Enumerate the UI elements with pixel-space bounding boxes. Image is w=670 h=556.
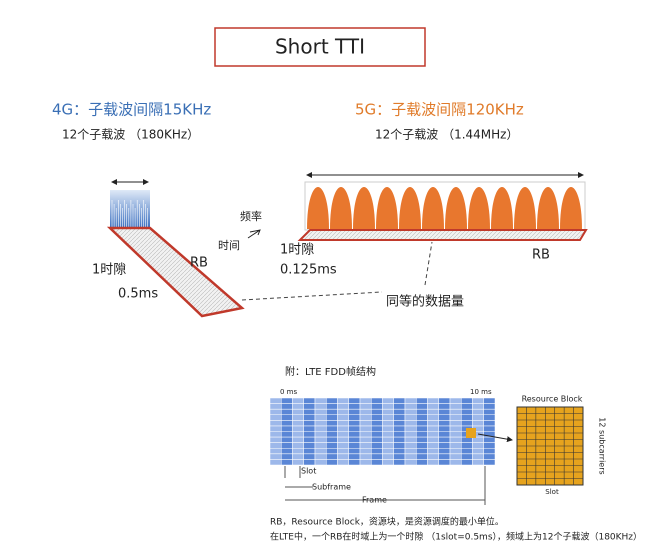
frame-start: 0 ms [280, 388, 297, 396]
frame-grid [269, 397, 496, 466]
axis-arrow [247, 229, 261, 239]
hump [537, 187, 559, 229]
hump [353, 187, 375, 229]
note-2: 在LTE中，一个RB在时域上为一个时隙 （1slot=0.5ms），频域上为12… [270, 531, 642, 543]
rb-highlight [466, 428, 476, 438]
title-box [214, 27, 426, 67]
nr-rb-label: RB [532, 248, 550, 263]
axis-frequency: 频率 [240, 209, 262, 223]
hump [422, 187, 444, 229]
axis-time: 时间 [218, 239, 240, 252]
equal-data: 同等的数据量 [386, 294, 464, 310]
note-1: RB，Resource Block，资源块，是资源调度的最小单位。 [270, 516, 504, 528]
title: Short TTI [275, 35, 365, 59]
hump [399, 187, 421, 229]
nr-rb [297, 229, 588, 241]
hump [468, 187, 490, 229]
frame-end: 10 ms [470, 388, 492, 396]
hump [491, 187, 513, 229]
lte-rb [106, 226, 245, 318]
lte-comb [111, 200, 148, 228]
lte-subcarriers: 12个子载波 （180KHz） [62, 128, 199, 142]
rb-grid [516, 406, 584, 486]
nr-subcarriers: 12个子载波 （1.44MHz） [375, 128, 518, 142]
hump [307, 187, 329, 229]
lte-duration: 0.5ms [118, 287, 158, 302]
lte-rb-label: RB [190, 256, 208, 271]
brackets [284, 466, 486, 505]
subframe-label: Subframe [312, 483, 351, 492]
nr-humps [307, 187, 582, 229]
appendix-title: 附：LTE FDD帧结构 [285, 365, 376, 378]
hump [376, 187, 398, 229]
rb-side: 12 subcarriers [598, 417, 607, 474]
frame-label: Frame [362, 496, 387, 505]
hump [445, 187, 467, 229]
hump [560, 187, 582, 229]
nr-duration: 0.125ms [280, 263, 337, 278]
hump [330, 187, 352, 229]
equal-link [241, 241, 433, 301]
nr-heading: 5G：子载波间隔120KHz [355, 101, 524, 119]
rb-bottom: Slot [545, 488, 559, 496]
rb-title: Resource Block [522, 395, 583, 404]
rb-arrow [477, 433, 513, 443]
slot-label: Slot [301, 467, 316, 476]
hump [514, 187, 536, 229]
nr-slot: 1时隙 [280, 243, 314, 258]
lte-heading: 4G：子载波间隔15KHz [52, 101, 211, 119]
lte-slot: 1时隙 [92, 263, 126, 278]
